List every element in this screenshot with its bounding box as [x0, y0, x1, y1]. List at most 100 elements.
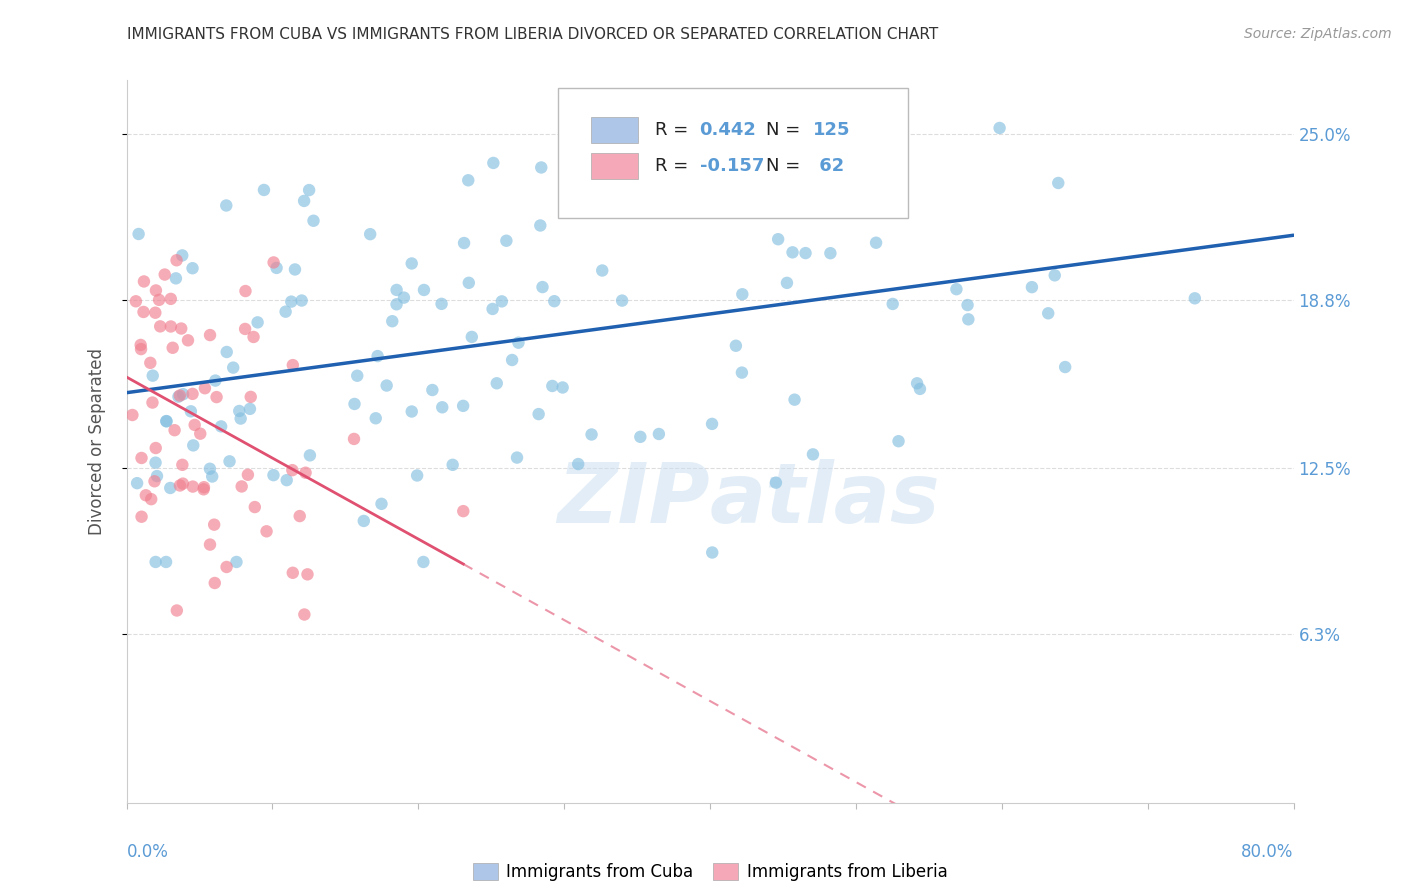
Point: [139, 356, 162, 370]
Text: ZIP: ZIP: [557, 458, 710, 540]
Point: [125, 294, 148, 309]
Point: [627, 194, 650, 209]
Point: [957, 312, 980, 326]
Point: [1047, 176, 1070, 190]
Point: [162, 341, 184, 355]
Point: [1021, 280, 1043, 294]
Point: [266, 260, 288, 275]
Point: [128, 227, 150, 241]
Point: [127, 476, 149, 491]
Point: [141, 492, 163, 507]
Point: [193, 480, 215, 494]
Point: [780, 147, 803, 161]
Point: [131, 450, 153, 465]
Point: [731, 287, 754, 301]
Point: [193, 483, 215, 497]
Point: [183, 417, 205, 432]
Point: [205, 390, 228, 404]
Point: [591, 263, 613, 277]
Point: [783, 392, 806, 407]
Point: [294, 466, 316, 480]
Point: [215, 345, 238, 359]
Point: [956, 298, 979, 312]
Point: [129, 342, 152, 356]
Point: [364, 411, 387, 425]
Point: [239, 401, 262, 416]
Point: [543, 294, 565, 309]
Point: [776, 276, 799, 290]
Point: [225, 555, 247, 569]
Point: [731, 366, 754, 380]
Point: [359, 227, 381, 242]
Point: [794, 246, 817, 260]
Point: [1184, 291, 1206, 305]
Point: [482, 156, 505, 170]
Point: [172, 248, 194, 262]
Point: [406, 468, 429, 483]
Point: [121, 408, 143, 422]
Point: [782, 184, 804, 198]
Point: [246, 315, 269, 329]
Point: [180, 404, 202, 418]
Point: [146, 469, 169, 483]
Point: [159, 292, 181, 306]
Point: [215, 560, 238, 574]
Point: [243, 500, 266, 514]
Point: [541, 379, 564, 393]
Point: [239, 390, 262, 404]
Point: [129, 338, 152, 352]
Text: 0.442: 0.442: [700, 121, 756, 139]
Y-axis label: Divorced or Separated: Divorced or Separated: [87, 348, 105, 535]
Point: [253, 183, 276, 197]
Point: [297, 567, 319, 582]
Point: [508, 335, 530, 350]
Point: [527, 407, 550, 421]
Text: Source: ZipAtlas.com: Source: ZipAtlas.com: [1244, 27, 1392, 41]
Point: [370, 497, 392, 511]
Point: [256, 524, 278, 539]
Point: [235, 284, 257, 298]
Point: [145, 284, 167, 298]
Point: [581, 427, 603, 442]
Point: [529, 219, 551, 233]
Point: [292, 194, 315, 208]
Point: [422, 383, 444, 397]
Point: [887, 434, 910, 449]
Point: [198, 538, 221, 552]
Point: [181, 479, 204, 493]
Point: [441, 458, 464, 472]
Point: [166, 253, 188, 268]
Point: [167, 390, 190, 404]
Point: [209, 419, 232, 434]
Point: [177, 334, 200, 348]
Point: [281, 463, 304, 477]
Point: [453, 235, 475, 250]
Point: [1038, 306, 1060, 320]
Point: [782, 245, 804, 260]
Point: [501, 353, 523, 368]
Point: [172, 387, 194, 401]
Point: [263, 255, 285, 269]
Point: [169, 478, 191, 492]
Text: 125: 125: [813, 121, 851, 139]
Point: [291, 293, 314, 308]
Point: [385, 297, 408, 311]
Text: R =: R =: [655, 121, 695, 139]
Point: [155, 414, 177, 428]
Text: N =: N =: [766, 157, 806, 175]
Point: [231, 479, 253, 493]
Point: [159, 319, 181, 334]
Text: 62: 62: [813, 157, 844, 175]
Point: [143, 306, 166, 320]
Point: [865, 235, 887, 250]
Point: [155, 414, 177, 428]
Point: [302, 213, 325, 227]
Point: [145, 441, 167, 455]
Point: [145, 555, 167, 569]
Point: [346, 368, 368, 383]
Point: [159, 481, 181, 495]
Point: [481, 301, 503, 316]
Point: [724, 147, 747, 161]
Point: [724, 339, 747, 353]
Point: [281, 566, 304, 580]
